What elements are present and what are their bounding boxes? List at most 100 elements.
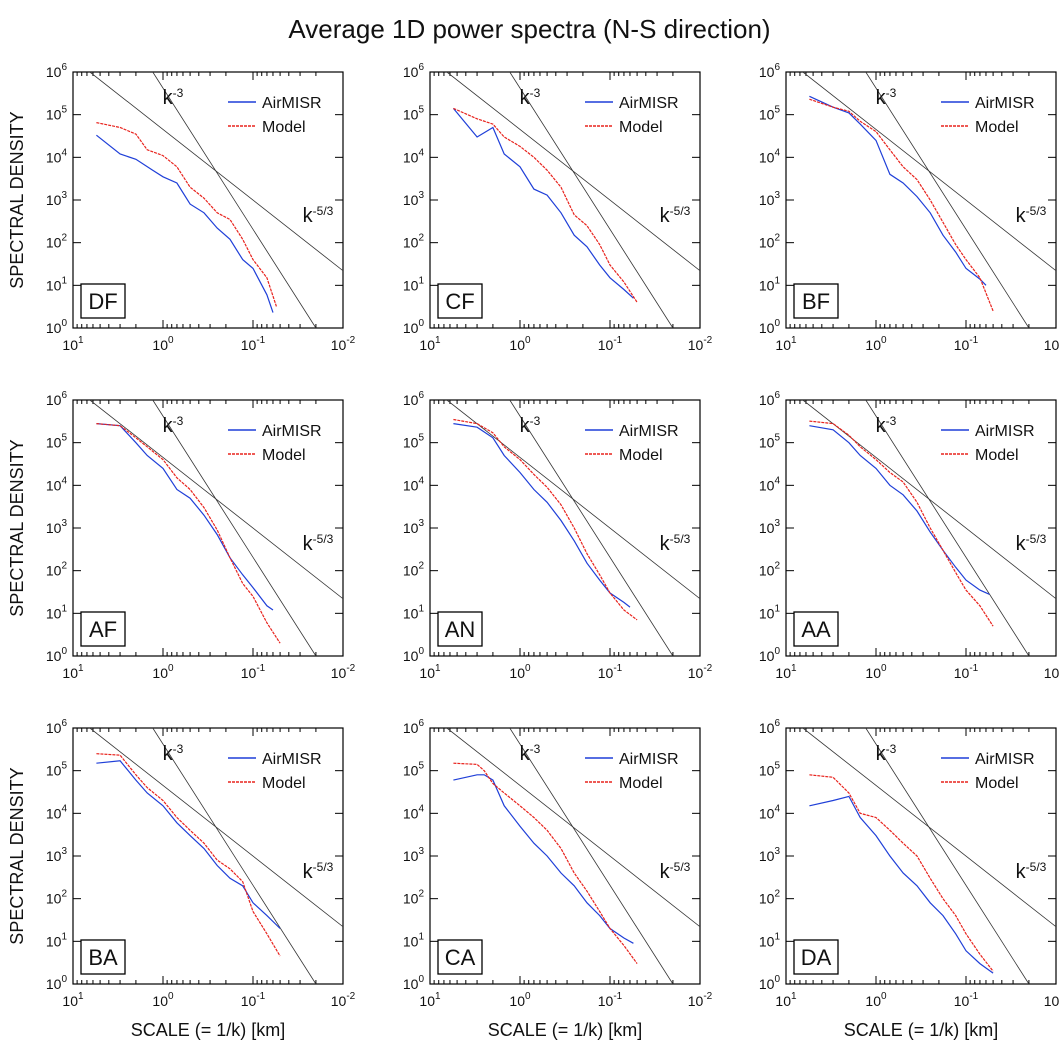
airmisr-series-line	[96, 423, 274, 611]
x-tick-label-exp: 0	[881, 335, 887, 346]
y-tick-label: 106	[46, 390, 68, 408]
legend-model-label: Model	[975, 447, 1019, 464]
y-tick-label-exp: 4	[418, 147, 424, 158]
y-tick-label-base: 10	[46, 805, 62, 821]
plot-area	[446, 728, 700, 984]
legend-airmisr-label: AirMISR	[975, 95, 1035, 112]
model-series-line	[809, 774, 994, 972]
y-tick-label: 104	[759, 147, 781, 165]
y-tick-label-exp: 3	[418, 846, 424, 857]
airmisr-series-line	[96, 134, 274, 313]
x-axis-label: SCALE (= 1/k) [km]	[131, 1020, 286, 1040]
x-tick-label-exp: -1	[613, 663, 622, 674]
y-tick-label-exp: 0	[61, 646, 67, 657]
y-tick-label-exp: 0	[418, 318, 424, 329]
y-tick-label: 101	[46, 275, 68, 293]
x-tick-label-exp: 1	[791, 335, 797, 346]
y-tick-label-base: 10	[403, 192, 419, 208]
y-tick-label-exp: 6	[61, 718, 67, 729]
y-tick-label-base: 10	[403, 520, 419, 536]
y-tick-label-exp: 1	[774, 275, 780, 286]
y-tick-label-exp: 4	[774, 475, 780, 486]
y-tick-label-exp: 2	[61, 233, 67, 244]
x-tick-label-exp: 0	[168, 335, 174, 346]
y-tick-label-base: 10	[403, 64, 419, 80]
k-5-3-reference-line	[802, 728, 1056, 928]
panel-aa: 10110010-110-2100101102103104105106k-3k-…	[759, 390, 1059, 681]
y-tick-label-base: 10	[759, 477, 775, 493]
y-tick-label: 103	[403, 190, 425, 208]
airmisr-series-line	[452, 108, 634, 299]
y-tick-label-base: 10	[759, 976, 775, 992]
x-tick-label: 10-1	[598, 663, 623, 681]
x-tick-label: 100	[865, 991, 887, 1009]
x-tick-label-base: 10	[1044, 665, 1059, 681]
k-5-3-label: k-5/3	[1016, 204, 1047, 227]
model-series-line	[453, 107, 638, 303]
x-tick-label: 10-2	[1044, 663, 1059, 681]
plot-area	[446, 400, 700, 656]
y-tick-label-exp: 2	[418, 561, 424, 572]
k-3-label-exp: -3	[173, 742, 184, 756]
y-tick-label-exp: 6	[418, 718, 424, 729]
x-tick-label-base: 10	[62, 993, 78, 1009]
x-tick-label-exp: 0	[525, 663, 531, 674]
x-tick-label: 10-2	[688, 991, 713, 1009]
x-tick-label-base: 10	[509, 337, 525, 353]
k-5-3-label: k-5/3	[660, 860, 691, 883]
x-tick-label-base: 10	[509, 665, 525, 681]
panel-label: DF	[88, 289, 117, 314]
x-tick-label-exp: 1	[78, 663, 84, 674]
x-tick-label-base: 10	[1044, 993, 1059, 1009]
k-5-3-label-exp: -5/3	[313, 204, 334, 218]
y-tick-label-exp: 4	[418, 475, 424, 486]
k-3-label: k-3	[163, 414, 184, 437]
k-3-label-base: k	[163, 415, 174, 437]
y-tick-label: 100	[403, 318, 425, 336]
y-tick-label: 105	[403, 105, 425, 123]
x-tick-label-exp: 0	[881, 663, 887, 674]
model-series-line	[453, 418, 638, 621]
y-tick-label-exp: 1	[61, 603, 67, 614]
y-tick-label-exp: 5	[774, 761, 780, 772]
y-tick-label-exp: 4	[774, 803, 780, 814]
x-tick-label-exp: -1	[256, 991, 265, 1002]
y-tick-label-base: 10	[759, 933, 775, 949]
plot-area	[802, 728, 1056, 984]
legend-model-label: Model	[262, 447, 306, 464]
legend-model-label: Model	[262, 119, 306, 136]
y-tick-label-exp: 6	[418, 390, 424, 401]
legend-airmisr-label: AirMISR	[619, 95, 679, 112]
y-tick-label-exp: 5	[418, 761, 424, 772]
x-tick-label: 101	[775, 663, 797, 681]
x-tick-label-exp: 1	[791, 663, 797, 674]
y-tick-label: 104	[759, 475, 781, 493]
k-3-reference-line	[509, 728, 674, 984]
legend-model-label: Model	[975, 775, 1019, 792]
x-tick-label-base: 10	[688, 665, 704, 681]
y-tick-label: 104	[759, 803, 781, 821]
y-tick-label-exp: 3	[418, 518, 424, 529]
y-tick-label: 100	[759, 974, 781, 992]
x-tick-label-base: 10	[331, 993, 347, 1009]
y-tick-label-exp: 1	[418, 275, 424, 286]
legend-airmisr-label: AirMISR	[619, 423, 679, 440]
x-tick-label-base: 10	[152, 665, 168, 681]
k-5-3-label-base: k	[1016, 533, 1027, 555]
model-series-line	[809, 98, 994, 312]
x-tick-label: 100	[509, 663, 531, 681]
y-tick-label-base: 10	[46, 848, 62, 864]
y-tick-label-exp: 2	[774, 561, 780, 572]
x-tick-label: 10-1	[241, 991, 266, 1009]
y-tick-label-base: 10	[403, 235, 419, 251]
y-tick-label-base: 10	[46, 107, 62, 123]
airmisr-series-line	[809, 95, 987, 286]
k-5-3-label: k-5/3	[303, 532, 334, 555]
x-tick-label-base: 10	[865, 993, 881, 1009]
y-tick-label: 106	[759, 390, 781, 408]
y-tick-label-base: 10	[759, 720, 775, 736]
y-tick-label-base: 10	[46, 320, 62, 336]
legend-model-label: Model	[619, 119, 663, 136]
k-3-label-exp: -3	[886, 86, 897, 100]
airmisr-series-line	[809, 795, 994, 974]
